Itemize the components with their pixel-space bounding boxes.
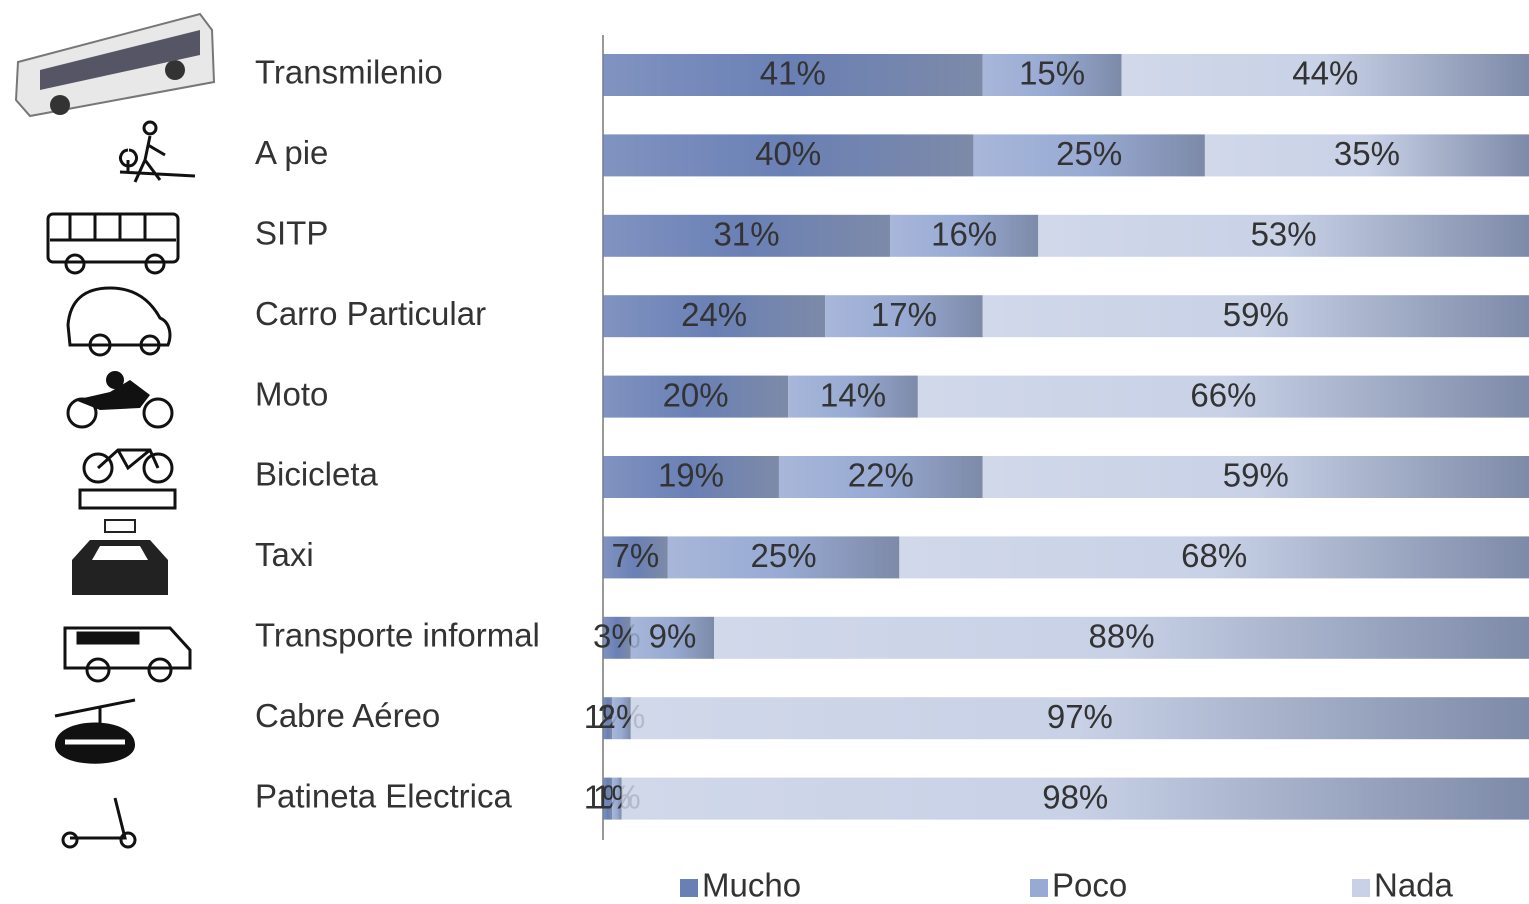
legend-label: Poco [1052,867,1127,904]
sitp-icon [48,214,178,273]
legend-swatch [1030,879,1048,897]
value-label: 68% [1181,537,1247,574]
value-label: 19% [658,457,724,494]
value-label: 9% [649,618,697,655]
category-label: Carro Particular [255,295,486,332]
category-label: Cabre Aéreo [255,697,440,734]
value-label: 7% [612,537,660,574]
value-label: 16% [931,216,997,253]
jeep-icon [65,628,190,681]
bus-icon [16,14,214,116]
value-label: 14% [820,376,886,413]
page: {"chart_data": {"type": "stacked-bar", "… [0,0,1529,904]
legend-swatch [1352,879,1370,897]
scooter-icon [63,798,135,847]
value-label: 24% [681,296,747,333]
value-label: 31% [713,216,779,253]
value-label: 53% [1251,216,1317,253]
bike-icon [80,450,175,508]
category-label: Bicicleta [255,456,379,493]
value-label: 35% [1334,135,1400,172]
value-label: 25% [751,537,817,574]
category-label: Taxi [255,536,314,573]
category-label: Moto [255,375,328,412]
value-label: 25% [1056,135,1122,172]
category-label: Transmilenio [255,54,443,91]
chart: Transmilenio 41% 15% 44% A pie 40% 25% 35% SITP 3… [0,0,1529,904]
legend-swatch [680,879,698,897]
category-label: Transporte informal [255,617,540,654]
cable-icon [55,700,135,764]
legend-label: Mucho [702,867,801,904]
category-label: SITP [255,215,328,252]
category-label: A pie [255,134,328,171]
value-label: 22% [848,457,914,494]
legend-label: Nada [1374,867,1454,904]
value-label: 66% [1190,376,1256,413]
value-label: 44% [1292,55,1358,92]
car-icon [68,288,170,355]
category-label: Patineta Electrica [255,777,512,814]
value-label: 40% [755,135,821,172]
moto-icon [68,371,172,427]
value-label: 98% [1042,778,1108,815]
icons [16,14,214,847]
value-label: 15% [1019,55,1085,92]
value-label: 17% [871,296,937,333]
value-label: 59% [1223,296,1289,333]
value-label: 97% [1047,698,1113,735]
value-label: 59% [1223,457,1289,494]
value-label: 88% [1089,618,1155,655]
value-label: 20% [663,376,729,413]
taxi-icon [72,520,168,595]
value-label: 41% [760,55,826,92]
walker-icon [120,122,195,182]
